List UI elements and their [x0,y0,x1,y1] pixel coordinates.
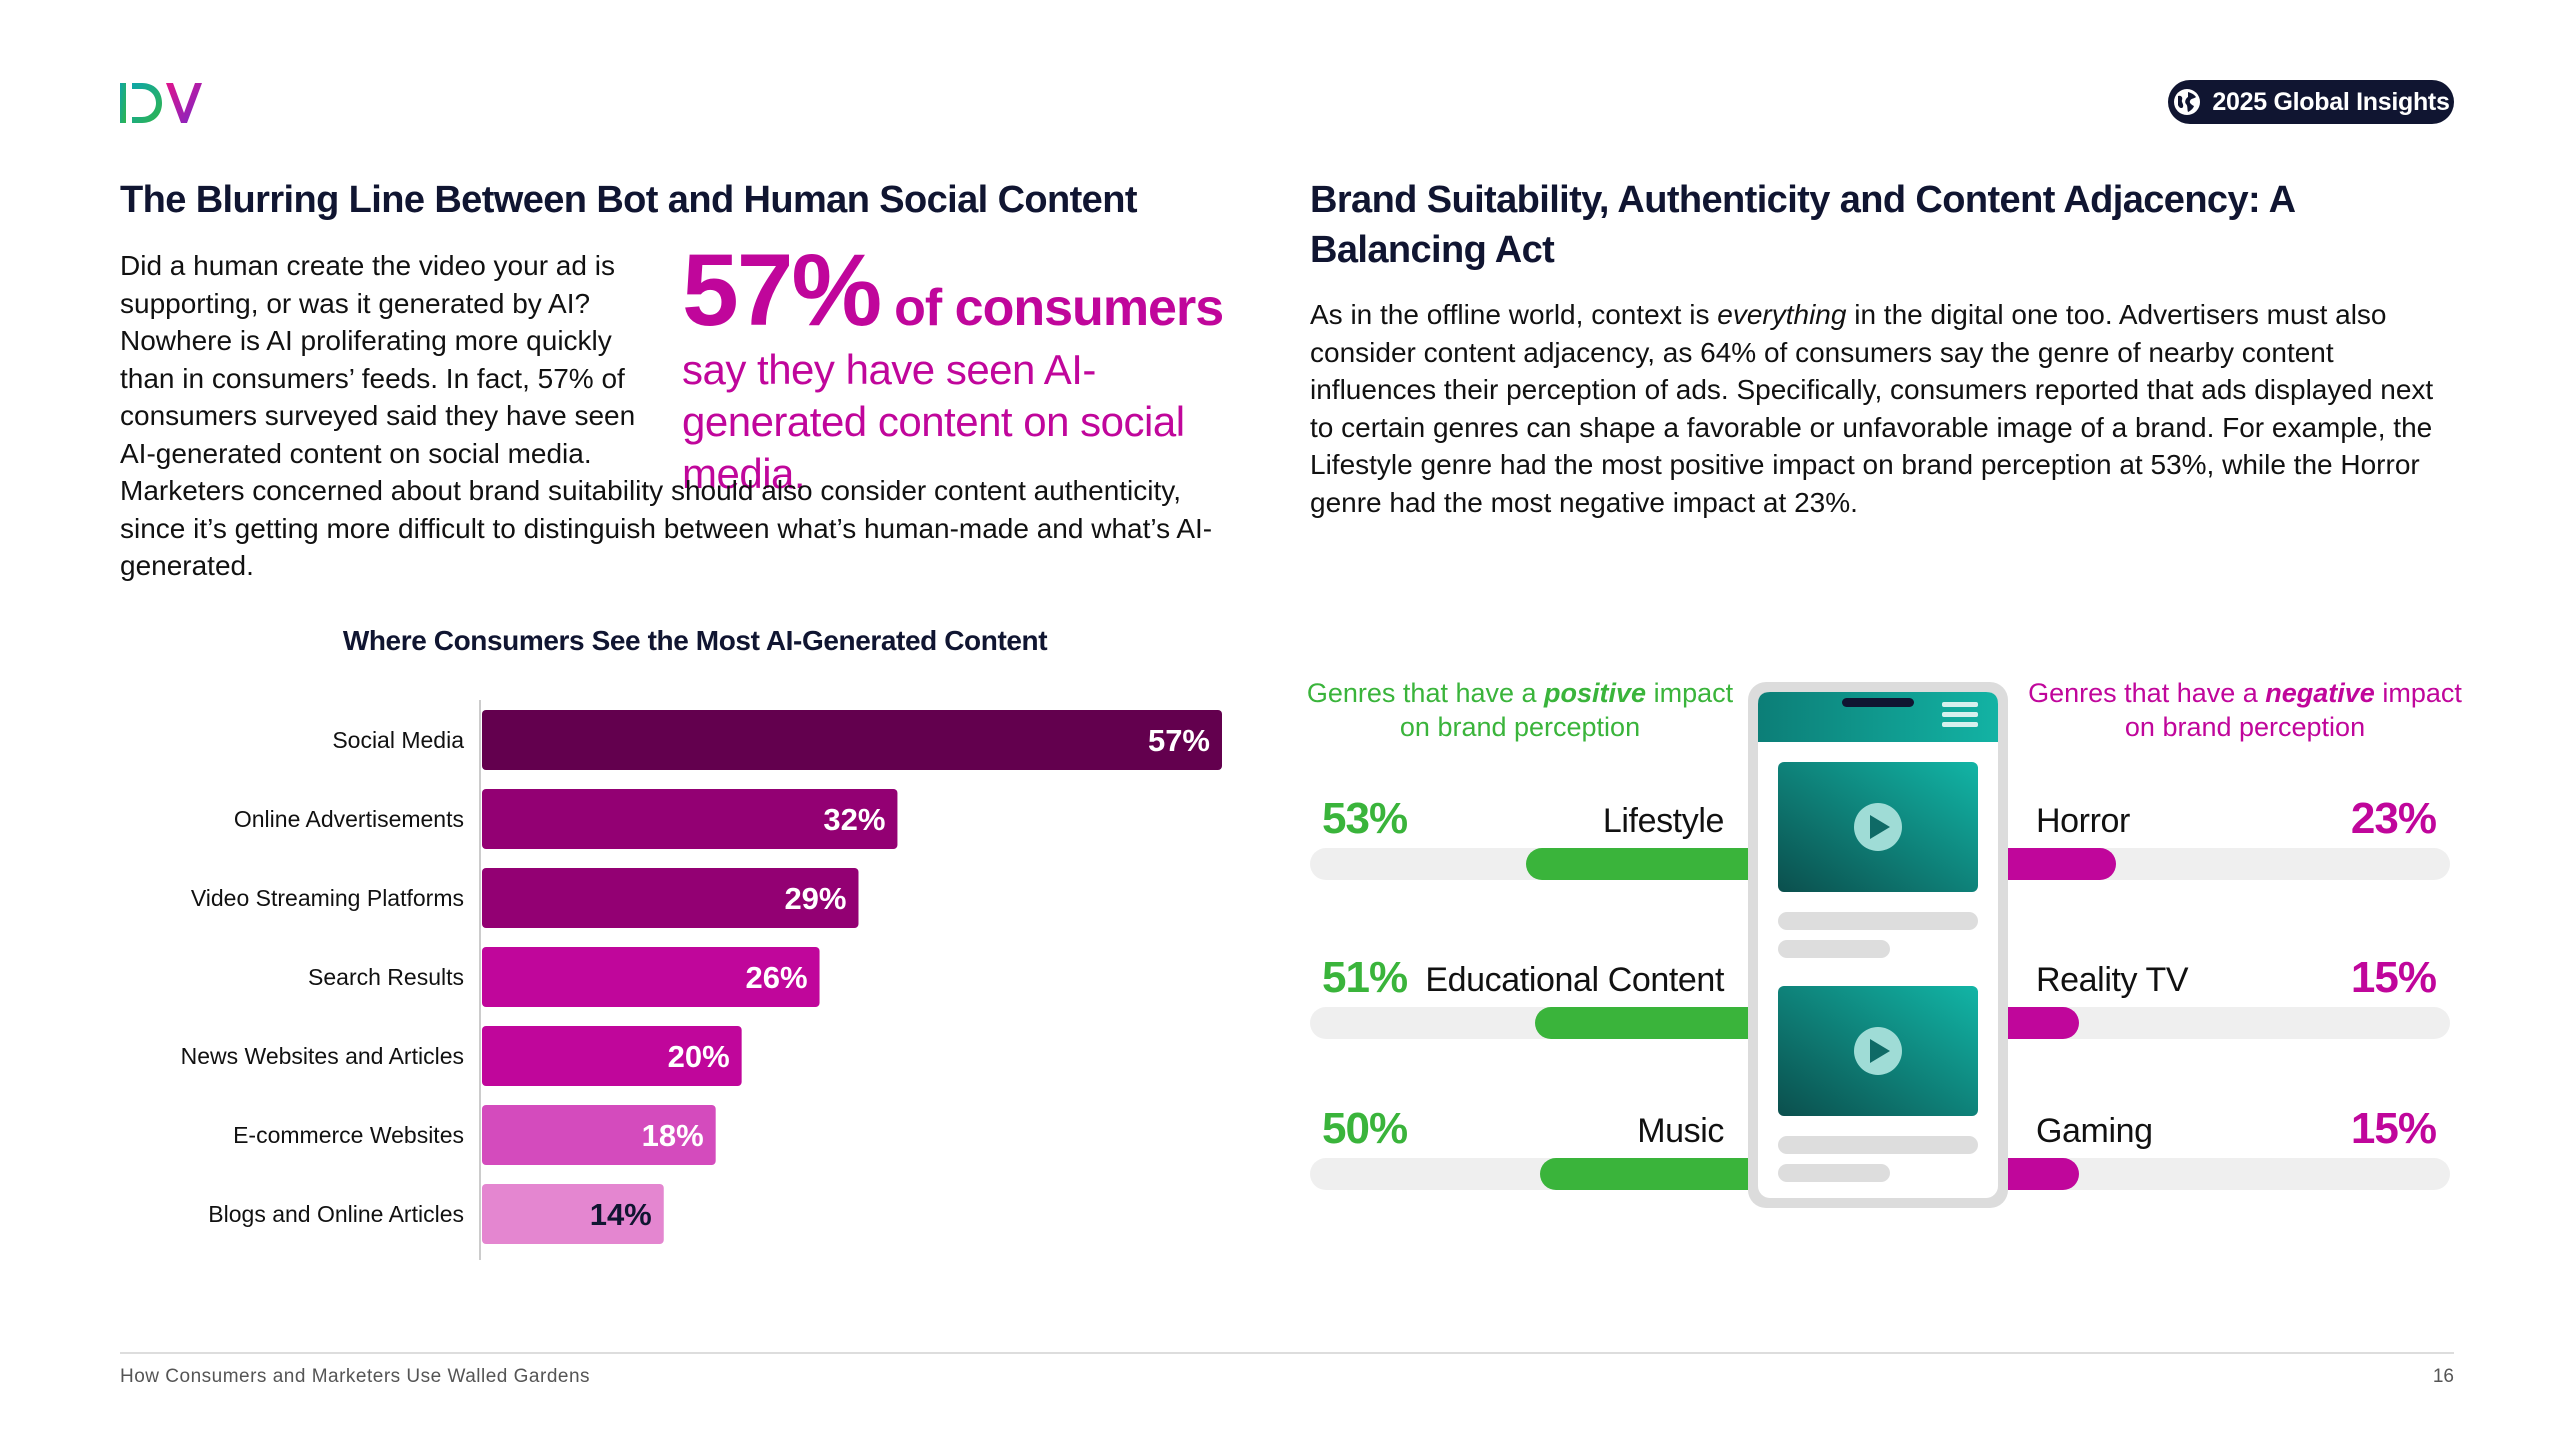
bar-e-commerce-websites [482,1105,716,1165]
category-label: E-commerce Websites [233,1122,464,1148]
positive-track [1310,848,1770,880]
positive-bar [1535,1007,1770,1039]
negative-impact-heading: Genres that have a negative impact on br… [2025,676,2465,744]
right-section-title: Brand Suitability, Authenticity and Cont… [1310,179,2295,271]
category-label: Video Streaming Platforms [191,885,464,911]
left-section-title: The Blurring Line Between Bot and Human … [120,179,1137,221]
negative-bar [1990,848,2116,880]
negative-genre-label: Horror [2036,802,2130,840]
right-body-post: in the digital one too. Advertisers must… [1310,299,2434,518]
footer-text: How Consumers and Marketers Use Walled G… [120,1366,591,1387]
positive-percent: 51% [1322,953,1408,1002]
positive-impact-heading: Genres that have a positive impact on br… [1300,676,1740,744]
headline-stat: 57% of consumers say they have seen AI-ge… [682,239,1242,500]
bar-online-advertisements [482,789,898,849]
negative-heading-post: impact on brand perception [2124,678,2462,742]
negative-percent: 15% [2350,953,2437,1002]
dv-logo [120,83,202,123]
negative-heading-emphasis: negative [2265,678,2375,708]
positive-genre-label: Educational Content [1425,961,1724,999]
data-label: 26% [745,960,807,995]
global-insights-badge: 2025 Global Insights [2168,80,2454,124]
headline-stat-text: say they have seen AI-generated content … [682,346,1185,497]
negative-percent: 23% [2350,794,2437,843]
left-rest-paragraph: Marketers concerned about brand suitabil… [120,475,1213,581]
bar-news-websites-and-articles [482,1026,742,1086]
badge-label: 2025 Global Insights [2212,87,2450,116]
category-label: News Websites and Articles [181,1043,464,1069]
positive-heading-emphasis: positive [1544,678,1647,708]
positive-heading-post: impact on brand perception [1399,678,1734,742]
positive-percent: 50% [1322,1104,1408,1153]
headline-stat-value: 57% [682,233,882,347]
page-number: 16 [2432,1366,2454,1387]
data-label: 57% [1148,723,1210,758]
chart-title: Where Consumers See the Most AI-Generate… [342,625,1048,656]
right-body-emphasis: everything [1717,299,1847,330]
negative-track [1990,1007,2450,1039]
negative-track [1990,1158,2450,1190]
data-label: 32% [823,802,885,837]
bar-video-streaming-platforms [482,868,859,928]
positive-track [1310,1007,1770,1039]
ai-content-bar-chart: Social Media 57% Online Advertisements 32% V… [181,700,1222,1260]
negative-genre-label: Gaming [2036,1112,2153,1150]
positive-bar [1540,1158,1770,1190]
headline-stat-subject: of consumers [894,279,1224,337]
left-intro-paragraph: Did a human create the video your ad is … [120,250,636,469]
positive-percent: 53% [1322,794,1408,843]
bar-blogs-and-online-articles [482,1184,664,1244]
negative-percent: 15% [2350,1104,2437,1153]
category-label: Social Media [332,727,464,753]
negative-genre-label: Reality TV [2036,961,2189,999]
category-label: Blogs and Online Articles [208,1201,464,1227]
positive-heading-pre: Genres that have a [1306,678,1545,708]
data-label: 29% [784,881,846,916]
data-label: 18% [642,1118,704,1153]
positive-track [1310,1158,1770,1190]
right-body-pre: As in the offline world, context is [1310,299,1718,330]
negative-heading-pre: Genres that have a [2028,678,2266,708]
positive-genre-label: Music [1637,1112,1724,1150]
category-label: Online Advertisements [234,806,464,832]
bar-search-results [482,947,820,1007]
negative-track [1990,848,2450,880]
globe-icon [2174,89,2201,115]
positive-genre-label: Lifestyle [1602,802,1725,840]
right-body-paragraph: As in the offline world, context is ever… [1310,296,2460,521]
bar-social-media [482,710,1222,770]
category-label: Search Results [308,964,464,990]
footer-divider [120,1352,2454,1354]
data-label: 20% [668,1039,730,1074]
phone-illustration [1748,682,2008,1208]
data-label: 14% [590,1197,652,1232]
positive-bar [1526,848,1770,880]
